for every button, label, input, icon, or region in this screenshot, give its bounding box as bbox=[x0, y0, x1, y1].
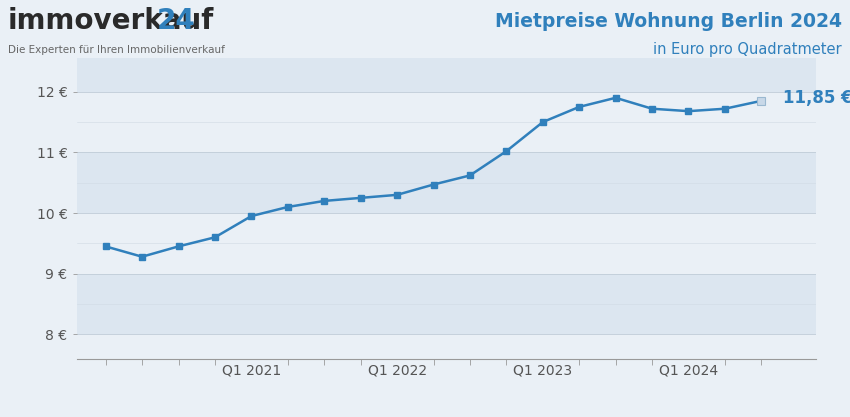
Text: Die Experten für Ihren Immobilienverkauf: Die Experten für Ihren Immobilienverkauf bbox=[8, 45, 225, 55]
Text: Mietpreise Wohnung Berlin 2024: Mietpreise Wohnung Berlin 2024 bbox=[495, 12, 842, 31]
Text: 24: 24 bbox=[157, 7, 196, 35]
Text: in Euro pro Quadratmeter: in Euro pro Quadratmeter bbox=[654, 42, 842, 57]
Bar bbox=[76, 152, 816, 213]
Text: immoverkauf: immoverkauf bbox=[8, 7, 214, 35]
Bar bbox=[76, 31, 816, 92]
Text: 11,85 €: 11,85 € bbox=[783, 89, 850, 108]
Bar bbox=[76, 274, 816, 334]
